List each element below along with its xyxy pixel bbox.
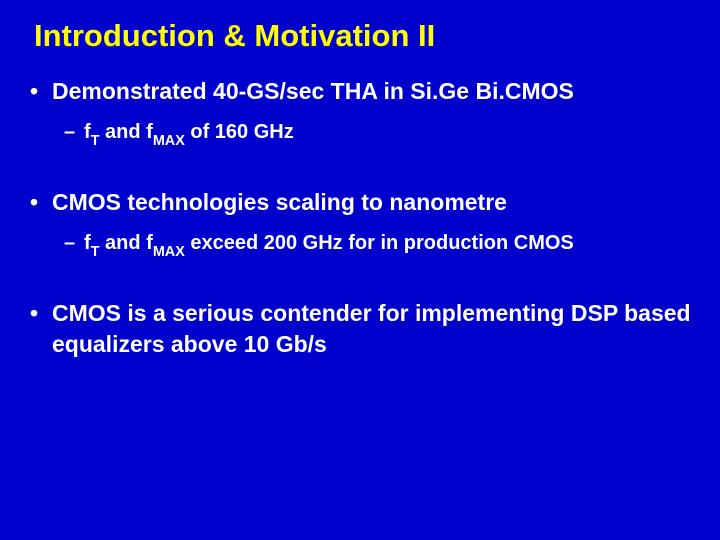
- subscript-t: T: [91, 133, 100, 149]
- text-fragment: and f: [99, 121, 152, 143]
- subscript-max: MAX: [153, 133, 185, 149]
- bullet-1-sub: fT and fMAX of 160 GHz: [28, 121, 692, 147]
- subscript-max: MAX: [153, 244, 185, 260]
- text-fragment: f: [84, 232, 91, 254]
- subscript-t: T: [91, 244, 100, 260]
- slide-container: Introduction & Motivation II Demonstrate…: [0, 0, 720, 540]
- bullet-1: Demonstrated 40-GS/sec THA in Si.Ge Bi.C…: [28, 76, 692, 107]
- slide-title: Introduction & Motivation II: [34, 18, 692, 54]
- bullet-2: CMOS technologies scaling to nanometre: [28, 187, 692, 218]
- text-fragment: f: [84, 121, 91, 143]
- text-fragment: and f: [99, 232, 152, 254]
- text-fragment: exceed 200 GHz for in production CMOS: [185, 232, 574, 254]
- bullet-2-sub: fT and fMAX exceed 200 GHz for in produc…: [28, 232, 692, 258]
- bullet-3: CMOS is a serious contender for implemen…: [28, 298, 692, 360]
- text-fragment: of 160 GHz: [185, 121, 294, 143]
